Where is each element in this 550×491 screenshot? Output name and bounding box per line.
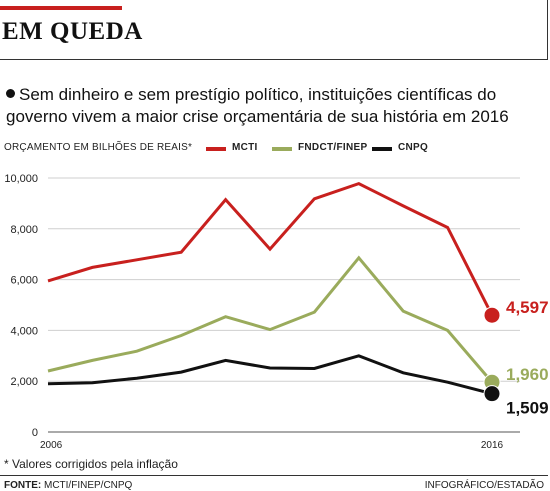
source: FONTE: MCTI/FINEP/CNPQ [4,480,132,491]
credit: INFOGRÁFICO/ESTADÃO [424,480,544,491]
y-tick-label: 6,000 [10,275,38,287]
end-marker-mcti [483,306,501,324]
legend-label-mcti: MCTI [232,142,258,153]
series-line-mcti [47,181,494,316]
headline: EM QUEDA [2,18,143,45]
divider-top [0,59,548,60]
source-label: FONTE: [4,480,42,491]
y-tick-label: 8,000 [10,224,38,236]
y-tick-label: 0 [32,427,38,439]
legend-swatch-fndct [272,147,292,151]
x-tick-label: 2006 [40,440,63,451]
legend-swatch-cnpq [372,147,392,151]
legend-label-cnpq: CNPQ [398,142,429,153]
subtitle: Sem dinheiro e sem prestígio político, i… [6,84,546,128]
y-tick-label: 2,000 [10,376,38,388]
x-tick-label: 2016 [481,440,504,451]
legend-label-fndct: FNDCT/FINEP [298,142,368,153]
end-value-label: 1,960 [506,365,549,384]
y-tick-label: 4,000 [10,325,38,337]
end-value-label: 1,509 [506,399,549,418]
end-marker-cnpq [483,385,501,403]
bullet-icon [6,89,15,98]
line-chart: 0 2,000 4,000 6,000 8,000 10,000 2006 2016 4,597… [4,173,549,451]
divider-bottom [0,475,548,476]
divider-right [547,0,548,59]
y-axis-label: ORÇAMENTO EM BILHÕES DE REAIS* [4,142,193,153]
footnote: * Valores corrigidos pela inflação [4,457,178,471]
y-tick-label: 10,000 [4,173,38,185]
source-text: MCTI/FINEP/CNPQ [41,480,133,491]
legend-swatch-mcti [206,147,226,151]
end-value-label: 4,597 [506,298,549,317]
accent-bar [0,6,122,10]
series-line-fndctfinep [47,255,494,384]
legend: ORÇAMENTO EM BILHÕES DE REAIS* MCTI FNDC… [4,142,544,156]
series-line-cnpq [47,354,493,396]
subtitle-text: Sem dinheiro e sem prestígio político, i… [6,85,509,126]
